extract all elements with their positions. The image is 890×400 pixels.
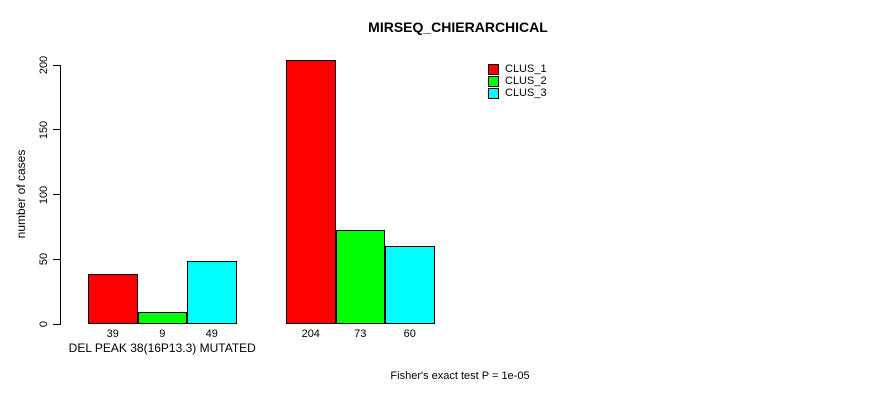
bar-clus_1-group1 — [88, 273, 138, 324]
bar-clus_2-group1 — [137, 312, 187, 324]
legend-swatch-clus_2 — [488, 76, 499, 87]
legend-swatch-clus_1 — [488, 64, 499, 75]
y-tick-label: 200 — [38, 56, 50, 75]
y-tick-label: 100 — [38, 185, 50, 204]
group-axis-label: DEL PEAK 38(16P13.3) MUTATED — [68, 341, 256, 355]
bar-value-label: 204 — [301, 328, 320, 340]
y-axis-label: number of cases — [14, 149, 28, 239]
bar-value-label: 73 — [354, 328, 367, 340]
legend-item: CLUS_1 — [488, 64, 547, 75]
bar-clus_3-group2 — [385, 246, 435, 324]
y-axis-tick — [53, 194, 60, 196]
bar-clus_2-group2 — [335, 229, 385, 324]
chart-title: MIRSEQ_CHIERARCHICAL — [368, 19, 548, 35]
legend-label: CLUS_3 — [505, 87, 547, 99]
legend-label: CLUS_2 — [505, 75, 547, 87]
legend-swatch-clus_3 — [488, 88, 499, 99]
y-axis-tick — [53, 64, 60, 66]
annotation-text: Fisher's exact test P = 1e-05 — [390, 370, 530, 382]
legend-item: CLUS_3 — [488, 88, 547, 99]
y-axis-tick — [53, 258, 60, 260]
bar-clus_3-group1 — [187, 260, 237, 324]
legend-label: CLUS_1 — [505, 63, 547, 75]
legend-item: CLUS_2 — [488, 76, 547, 87]
bar-value-label: 60 — [403, 328, 416, 340]
y-tick-label: 150 — [38, 120, 50, 140]
y-tick-label: 0 — [38, 320, 50, 328]
y-axis-tick — [53, 129, 60, 131]
bar-value-label: 49 — [205, 328, 218, 340]
y-axis-tick — [53, 323, 60, 325]
bar-value-label: 39 — [106, 328, 119, 340]
bar-value-label: 9 — [159, 328, 166, 340]
y-axis-line — [60, 65, 61, 325]
y-tick-label: 50 — [38, 253, 50, 266]
bar-clus_1-group2 — [286, 60, 336, 324]
